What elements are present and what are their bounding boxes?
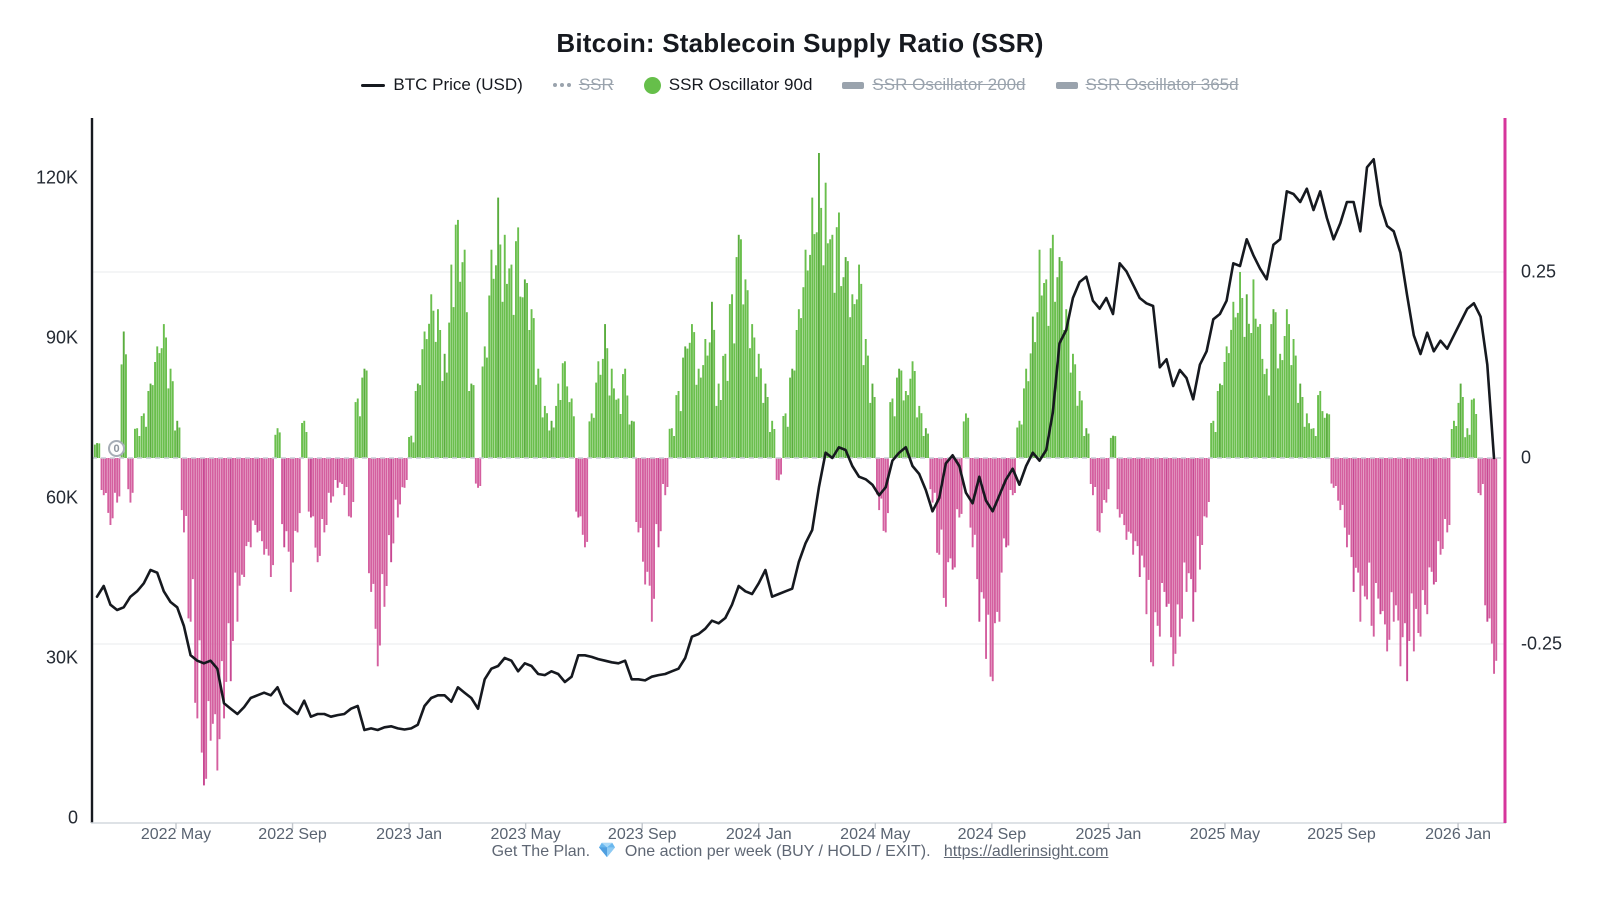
y-axis-right-label: 0.25 <box>1521 261 1557 282</box>
legend-marker-thick-icon <box>1055 81 1078 89</box>
chart-title: Bitcoin: Stablecoin Supply Ratio (SSR) <box>556 28 1044 58</box>
footer-text-prefix: Get The Plan. <box>491 842 591 860</box>
x-axis-label: 2025 Jan <box>1075 826 1142 843</box>
footer-link[interactable]: https://adlerinsight.com <box>943 842 1109 860</box>
ssr-oscillator-90d-bars <box>93 153 1498 786</box>
legend-marker-dotted-icon <box>552 83 571 87</box>
y-axis-right-label: -0.25 <box>1521 633 1563 654</box>
legend-label: BTC Price (USD) <box>393 75 523 94</box>
legend-label: SSR Oscillator 90d <box>668 75 813 94</box>
legend-item-ssr-oscillator-90d[interactable]: SSR Oscillator 90d <box>643 75 813 95</box>
y-axis-right-label: 0 <box>1521 447 1532 468</box>
x-axis-label: 2023 May <box>490 826 561 843</box>
legend-item-ssr-oscillator-365d[interactable]: SSR Oscillator 365d <box>1055 75 1239 95</box>
chart-legend: BTC Price (USD) SSR SSR Oscillator 90d SSR … <box>0 75 1600 95</box>
legend-label: SSR Oscillator 200d <box>872 75 1026 94</box>
y-axis-left-label: 120K <box>35 167 78 188</box>
zero-marker-badge: 0 <box>108 440 125 457</box>
x-axis-label: 2024 Sep <box>957 826 1027 843</box>
legend-label: SSR <box>578 75 614 94</box>
y-axis-left-label: 60K <box>45 487 78 508</box>
x-axis-label: 2023 Jan <box>376 826 443 843</box>
footer-text-middle: One action per week (BUY / HOLD / EXIT). <box>624 842 931 860</box>
x-axis-label: 2025 May <box>1189 826 1261 843</box>
x-axis-label: 2023 Sep <box>607 826 677 843</box>
x-axis-label: 2022 Sep <box>258 826 327 843</box>
legend-label: SSR Oscillator 365d <box>1085 75 1239 94</box>
y-axis-left-label: 90K <box>45 327 78 348</box>
x-axis-label: 2025 Sep <box>1307 826 1376 843</box>
legend-item-ssr[interactable]: SSR <box>552 75 614 95</box>
x-axis-label: 2024 Jan <box>725 826 792 843</box>
y-axis-left-label: 30K <box>45 647 78 668</box>
footer-bar: Get The Plan. One action per week (BUY /… <box>0 842 1600 861</box>
legend-marker-line-icon <box>361 83 386 87</box>
btc-price-line <box>95 158 1496 732</box>
x-axis-label: 2022 May <box>140 826 212 843</box>
diamond-icon <box>599 842 616 858</box>
legend-item-ssr-oscillator-200d[interactable]: SSR Oscillator 200d <box>842 75 1026 95</box>
y-axis-left-label: 0 <box>67 807 78 828</box>
x-axis-label: 2026 Jan <box>1425 826 1491 843</box>
legend-marker-circle-icon <box>643 76 661 94</box>
x-axis-label: 2024 May <box>840 826 911 843</box>
legend-marker-thick-icon <box>842 81 865 89</box>
legend-item-btc-price-usd-[interactable]: BTC Price (USD) <box>361 75 523 95</box>
